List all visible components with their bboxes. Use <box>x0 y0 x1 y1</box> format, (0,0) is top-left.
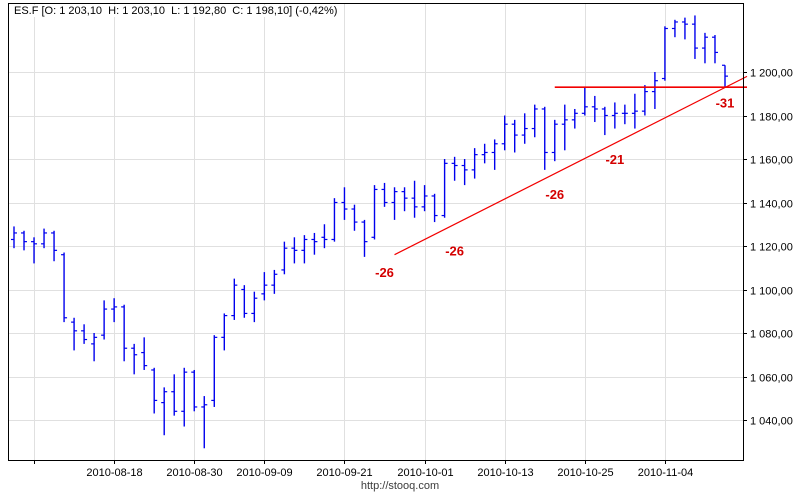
x-axis-label: 2010-10-25 <box>557 467 613 479</box>
y-axis-label: 1 160,00 <box>750 155 793 167</box>
wave-count-label: -31 <box>716 95 735 110</box>
y-axis-label: 1 200,00 <box>750 68 793 80</box>
ohlc-bars <box>11 15 728 449</box>
x-axis-label: 2010-11-04 <box>638 467 693 479</box>
wave-count-label: -21 <box>605 152 624 167</box>
y-axis-label: 1 100,00 <box>750 286 793 298</box>
x-axis-label: 2010-09-09 <box>236 467 292 479</box>
x-axis-label: 2010-09-21 <box>316 467 372 479</box>
y-axis-label: 1 040,00 <box>750 416 793 428</box>
wave-count-label: -26 <box>445 243 464 258</box>
quote-header: ES.F [O: 1 203,10 H: 1 203,10 L: 1 192,8… <box>12 5 340 17</box>
y-axis-label: 1 080,00 <box>750 329 793 341</box>
x-axis-label: 2010-10-13 <box>477 467 533 479</box>
x-axis-label: 2010-08-30 <box>166 467 222 479</box>
wave-count-label: -26 <box>375 265 394 280</box>
x-axis-label: 2010-08-18 <box>86 467 142 479</box>
y-axis-label: 1 180,00 <box>750 112 793 124</box>
y-axis-label: 1 140,00 <box>750 199 793 211</box>
wave-count-label: -26 <box>545 187 564 202</box>
gridlines <box>8 3 743 460</box>
plot-frame <box>8 3 744 461</box>
trendline <box>394 75 748 256</box>
y-axis-label: 1 060,00 <box>750 373 793 385</box>
annotations: -26 -26 -26 -21 -31 <box>375 75 748 280</box>
stooq-url: http://stooq.com <box>360 480 440 492</box>
y-axis-label: 1 120,00 <box>750 242 793 254</box>
axes: 1 040,00 1 060,00 1 080,00 1 100,00 1 120,00… <box>34 68 793 479</box>
x-axis-label: 2010-10-01 <box>397 467 453 479</box>
